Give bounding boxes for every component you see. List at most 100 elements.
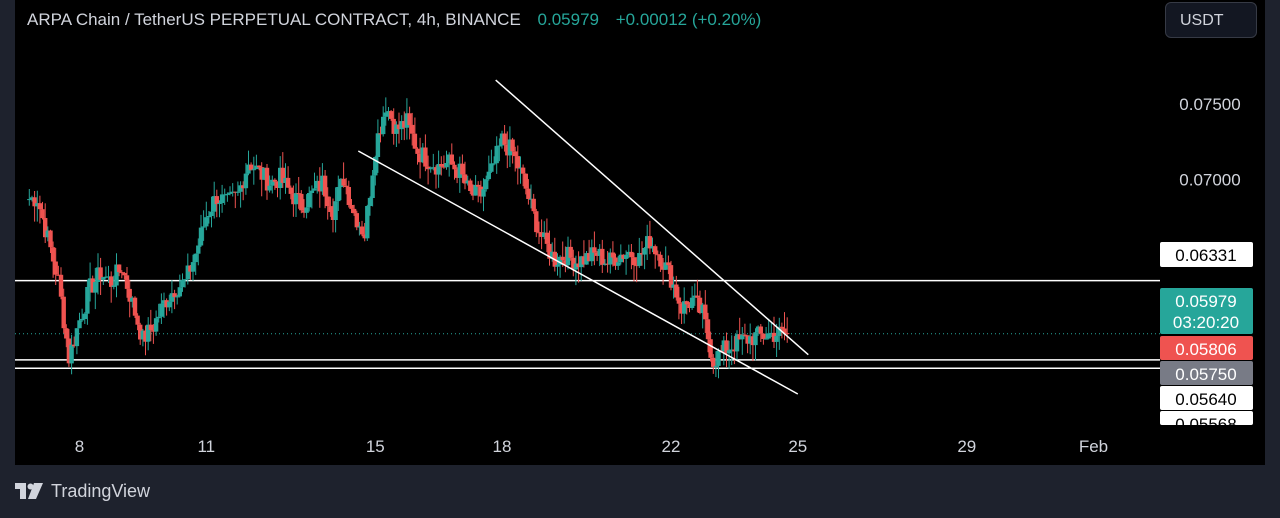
- candle-body[interactable]: [275, 181, 280, 188]
- candle-body[interactable]: [85, 287, 90, 314]
- candle-body[interactable]: [531, 198, 536, 212]
- candle-body[interactable]: [399, 121, 404, 130]
- candle-body[interactable]: [161, 300, 167, 304]
- candle-body[interactable]: [325, 196, 330, 207]
- brand-footer[interactable]: TradingView: [15, 478, 150, 504]
- candle-body[interactable]: [391, 118, 396, 134]
- candle-body[interactable]: [417, 154, 423, 163]
- candle-body[interactable]: [159, 303, 164, 317]
- candle-body[interactable]: [758, 326, 763, 334]
- candle-body[interactable]: [254, 165, 259, 170]
- candle-body[interactable]: [66, 338, 72, 364]
- candle-body[interactable]: [177, 287, 182, 297]
- candle-body[interactable]: [43, 218, 48, 238]
- candle-body[interactable]: [341, 178, 346, 186]
- candle-body[interactable]: [280, 167, 285, 183]
- candle-body[interactable]: [563, 260, 568, 266]
- candle-body[interactable]: [507, 139, 513, 156]
- candle-body[interactable]: [755, 326, 761, 333]
- candle-body[interactable]: [771, 332, 777, 342]
- candle-body[interactable]: [214, 196, 219, 205]
- candle-body[interactable]: [37, 203, 43, 210]
- candle-body[interactable]: [653, 246, 658, 255]
- candle-body[interactable]: [573, 263, 579, 270]
- candle-body[interactable]: [716, 350, 721, 366]
- candle-body[interactable]: [763, 338, 769, 340]
- candle-body[interactable]: [631, 257, 637, 266]
- candle-body[interactable]: [534, 211, 539, 233]
- candle-body[interactable]: [766, 333, 771, 339]
- candle-body[interactable]: [515, 156, 520, 169]
- candle-body[interactable]: [518, 167, 523, 169]
- candle-body[interactable]: [116, 264, 122, 273]
- candle-body[interactable]: [267, 185, 272, 191]
- candle-body[interactable]: [769, 332, 774, 334]
- candle-body[interactable]: [69, 344, 74, 364]
- channel-trendline[interactable]: [495, 79, 809, 356]
- candle-body[interactable]: [589, 247, 594, 262]
- candle-body[interactable]: [225, 193, 230, 195]
- candle-body[interactable]: [312, 188, 317, 191]
- candle-body[interactable]: [407, 113, 412, 125]
- candle-body[interactable]: [344, 185, 349, 187]
- candle-body[interactable]: [330, 211, 336, 220]
- candle-body[interactable]: [402, 121, 407, 128]
- candle-body[interactable]: [241, 185, 246, 189]
- candle-body[interactable]: [127, 288, 132, 302]
- candle-body[interactable]: [351, 208, 357, 214]
- candle-body[interactable]: [243, 173, 249, 189]
- candle-body[interactable]: [425, 166, 431, 170]
- candle-body[interactable]: [132, 297, 138, 316]
- candle-body[interactable]: [185, 265, 190, 280]
- candle-body[interactable]: [420, 147, 425, 163]
- candle-body[interactable]: [367, 197, 373, 206]
- channel-trendline[interactable]: [357, 150, 799, 395]
- candle-body[interactable]: [523, 173, 528, 189]
- candle-body[interactable]: [354, 213, 359, 228]
- candle-body[interactable]: [740, 334, 745, 340]
- candle-body[interactable]: [74, 328, 80, 347]
- candle-body[interactable]: [322, 175, 328, 197]
- candle-body[interactable]: [383, 112, 388, 117]
- candle-body[interactable]: [109, 276, 114, 287]
- candle-body[interactable]: [462, 174, 468, 184]
- candle-body[interactable]: [230, 191, 235, 193]
- chart-area[interactable]: 0.075000.070000.065008111518222529Feb0.0…: [15, 0, 1265, 465]
- candle-body[interactable]: [671, 284, 676, 288]
- price-label-box[interactable]: [1160, 361, 1253, 385]
- candle-body[interactable]: [423, 147, 428, 167]
- candle-body[interactable]: [180, 280, 185, 288]
- price-label-box[interactable]: [1160, 336, 1253, 360]
- candle-body[interactable]: [404, 113, 410, 128]
- candle-body[interactable]: [705, 319, 711, 340]
- candle-body[interactable]: [594, 252, 600, 256]
- candle-body[interactable]: [98, 267, 103, 280]
- candle-body[interactable]: [64, 328, 69, 339]
- candle-body[interactable]: [396, 124, 402, 130]
- candle-body[interactable]: [227, 192, 233, 194]
- candle-body[interactable]: [779, 326, 785, 329]
- currency-button[interactable]: USDT: [1165, 2, 1257, 38]
- candle-body[interactable]: [711, 357, 716, 367]
- candle-body[interactable]: [50, 247, 56, 262]
- candle-body[interactable]: [742, 334, 748, 336]
- candle-body[interactable]: [217, 203, 222, 204]
- candle-body[interactable]: [750, 336, 756, 346]
- candle-body[interactable]: [568, 246, 573, 258]
- candle-body[interactable]: [235, 191, 241, 193]
- candle-body[interactable]: [204, 217, 209, 227]
- candle-body[interactable]: [219, 194, 225, 203]
- candle-body[interactable]: [222, 194, 227, 196]
- candle-body[interactable]: [647, 236, 653, 249]
- candle-body[interactable]: [95, 267, 101, 282]
- candle-body[interactable]: [138, 324, 143, 340]
- candle-body[interactable]: [584, 253, 589, 265]
- candle-body[interactable]: [164, 300, 169, 308]
- candle-body[interactable]: [172, 293, 177, 297]
- candle-body[interactable]: [576, 263, 581, 268]
- candle-body[interactable]: [502, 133, 507, 145]
- candle-body[interactable]: [510, 139, 515, 152]
- candle-body[interactable]: [101, 277, 106, 280]
- candle-body[interactable]: [182, 279, 188, 281]
- candle-body[interactable]: [338, 178, 344, 187]
